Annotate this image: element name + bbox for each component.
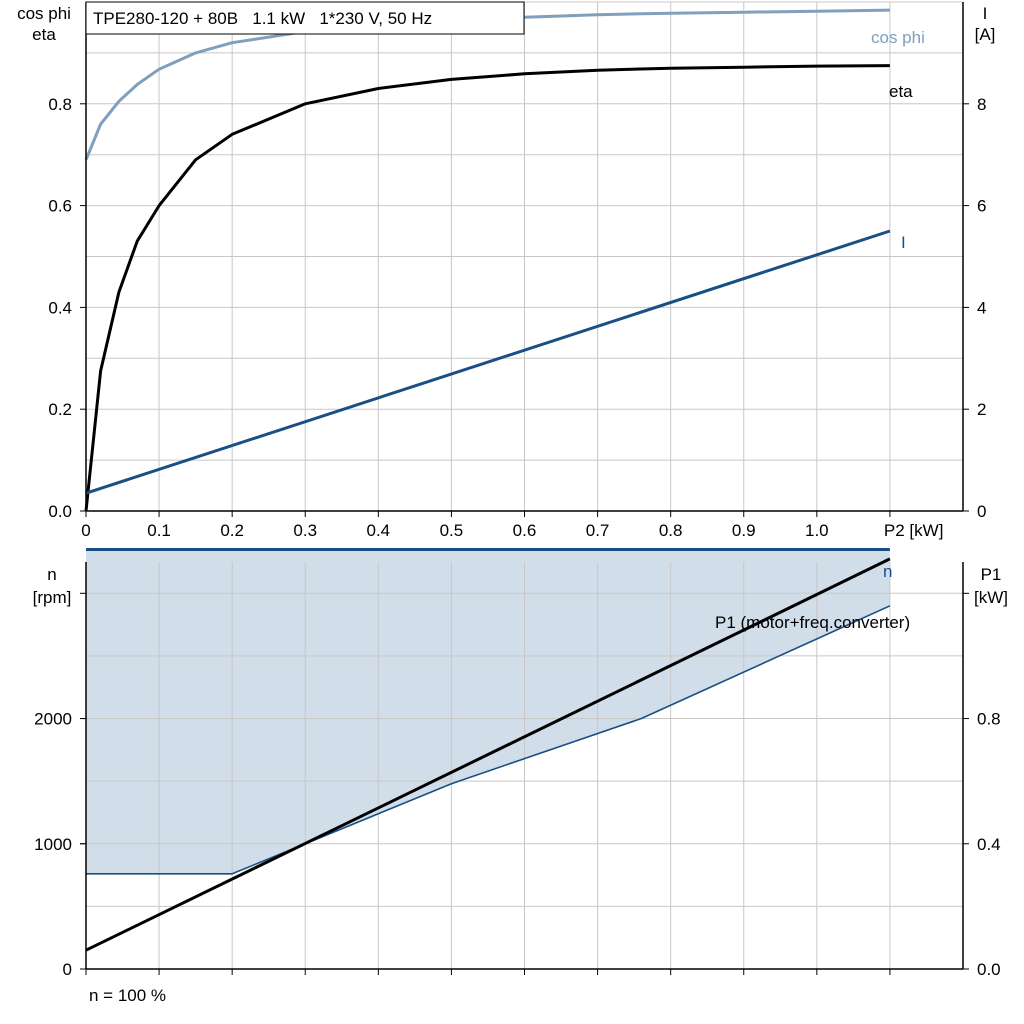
bottom-chart-area-fill <box>86 549 890 874</box>
speed-annotation: n = 100 % <box>89 986 166 1005</box>
top-left-axis-label-1: cos phi <box>17 4 71 23</box>
top-chart-series <box>84 8 891 512</box>
bottom-left-tick-label: 1000 <box>34 835 72 854</box>
bottom-right-tick-label: 0.8 <box>977 710 1001 729</box>
bottom-right-tick-label: 0.0 <box>977 960 1001 979</box>
current-line <box>85 229 891 495</box>
series-label-current: I <box>901 233 906 252</box>
top-left-tick-label: 0.0 <box>48 502 72 521</box>
series-label-eta: eta <box>889 82 913 101</box>
series-label-cos-phi: cos phi <box>871 28 925 47</box>
top-x-tick-label: 0.2 <box>220 521 244 540</box>
series-label-speed: n <box>883 562 892 581</box>
top-chart-ticks: 0 0.1 0.2 0.3 0.4 0.5 0.6 0.7 0.8 0.9 1.0 P2 [kW] 0.… <box>48 95 986 540</box>
top-right-tick-label: 4 <box>977 298 986 317</box>
top-x-tick-label: 0.3 <box>293 521 317 540</box>
bottom-chart-ticks: 0 1000 2000 0.0 0.4 0.8 <box>34 592 1001 979</box>
p1-line <box>85 557 891 952</box>
top-left-axis-label-2: eta <box>32 25 56 44</box>
top-x-tick-label: 0.8 <box>659 521 683 540</box>
top-left-tick-label: 0.4 <box>48 298 72 317</box>
bottom-right-tick-label: 0.4 <box>977 835 1001 854</box>
bottom-chart-series <box>85 548 891 952</box>
top-x-tick-label: 0.6 <box>513 521 537 540</box>
top-left-tick-label: 0.8 <box>48 95 72 114</box>
chart-title: TPE280-120 + 80B 1.1 kW 1*230 V, 50 Hz <box>93 9 432 28</box>
minimum-speed-line <box>86 605 891 875</box>
top-right-axis-label-1: I <box>983 4 988 23</box>
top-x-tick-label: 0.1 <box>147 521 171 540</box>
bottom-left-axis-label-2: [rpm] <box>33 588 72 607</box>
eta-line <box>84 64 890 512</box>
chart-title-box <box>85 1 525 35</box>
top-x-tick-label: 0.5 <box>440 521 464 540</box>
bottom-left-axis-label-1: n <box>47 565 56 584</box>
top-left-tick-label: 0.2 <box>48 400 72 419</box>
top-left-tick-label: 0.6 <box>48 197 72 216</box>
top-right-tick-label: 8 <box>977 95 986 114</box>
bottom-left-tick-label: 0 <box>63 960 72 979</box>
top-x-tick-label: 1.0 <box>805 521 829 540</box>
top-right-axis-label-2: [A] <box>975 25 996 44</box>
top-chart-grid <box>86 1 963 511</box>
operating-range-area <box>86 549 890 874</box>
top-right-tick-label: 6 <box>977 197 986 216</box>
bottom-right-axis-label-1: P1 <box>981 565 1002 584</box>
top-x-tick-label: 0.4 <box>367 521 391 540</box>
bottom-left-tick-label: 2000 <box>34 710 72 729</box>
top-right-tick-label: 0 <box>977 502 986 521</box>
top-x-tick-label: P2 [kW] <box>884 521 944 540</box>
bottom-right-axis-label-2: [kW] <box>974 588 1008 607</box>
top-right-tick-label: 2 <box>977 400 986 419</box>
top-x-tick-label: 0.9 <box>732 521 756 540</box>
top-x-tick-label: 0.7 <box>586 521 610 540</box>
series-label-p1: P1 (motor+freq.converter) <box>715 613 910 632</box>
top-x-tick-label: 0 <box>81 521 90 540</box>
